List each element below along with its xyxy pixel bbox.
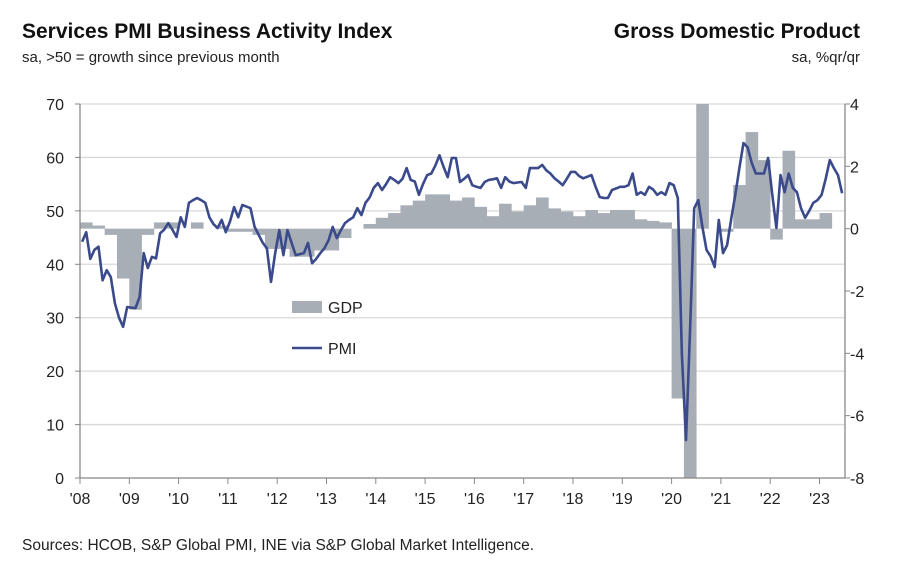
gdp-bar bbox=[153, 222, 167, 229]
x-axis-tick-label: '22 bbox=[760, 491, 781, 508]
right-chart-title: Gross Domestic Product bbox=[613, 20, 860, 43]
gdp-bar bbox=[190, 222, 204, 229]
x-axis-tick-label: '15 bbox=[415, 491, 436, 508]
right-axis-tick-label: -4 bbox=[850, 346, 864, 363]
x-axis-tick-label: '13 bbox=[316, 491, 337, 508]
gdp-bar bbox=[573, 216, 586, 229]
pmi-line bbox=[80, 141, 844, 442]
gdp-bar bbox=[80, 222, 93, 229]
left-chart-subtitle: sa, >50 = growth since previous month bbox=[22, 49, 280, 66]
gdp-bar bbox=[819, 213, 833, 229]
x-axis-tick-label: '08 bbox=[70, 491, 91, 508]
x-axis-tick-label: '17 bbox=[513, 491, 534, 508]
gdp-bar bbox=[92, 225, 105, 229]
gdp-bar bbox=[227, 228, 241, 232]
gdp-bar bbox=[264, 228, 278, 249]
gdp-bar bbox=[523, 205, 537, 229]
gdp-bar bbox=[425, 194, 438, 229]
gdp-bar bbox=[609, 209, 623, 229]
x-axis-tick-label: '11 bbox=[218, 491, 238, 508]
gdp-bar bbox=[659, 222, 672, 229]
gdp-bar bbox=[449, 200, 463, 229]
right-axis-tick-label: 0 bbox=[850, 222, 859, 239]
gdp-bar bbox=[474, 206, 488, 229]
gdp-bar bbox=[696, 104, 709, 229]
x-axis-tick-label: '23 bbox=[809, 491, 830, 508]
x-axis-tick-label: '10 bbox=[168, 491, 189, 508]
gdp-bar bbox=[116, 228, 130, 279]
gdp-bar bbox=[646, 220, 660, 229]
gdp-bar bbox=[720, 228, 734, 232]
gdp-bar bbox=[462, 197, 475, 229]
left-axis-tick-label: 40 bbox=[46, 257, 64, 274]
legend-gdp-swatch bbox=[292, 301, 322, 313]
gdp-bar bbox=[585, 209, 598, 229]
left-axis-tick-label: 20 bbox=[46, 364, 64, 381]
gdp-bar bbox=[782, 150, 796, 229]
left-axis-tick-label: 60 bbox=[46, 150, 64, 167]
gdp-bar bbox=[104, 228, 118, 235]
gdp-bar bbox=[375, 217, 389, 229]
gdp-bar bbox=[770, 228, 783, 240]
gdp-bar bbox=[536, 197, 549, 229]
x-axis-tick-label: '20 bbox=[661, 491, 682, 508]
source-note: Sources: HCOB, S&P Global PMI, INE via S… bbox=[22, 537, 535, 554]
x-axis-tick-label: '19 bbox=[612, 491, 633, 508]
gdp-bar bbox=[400, 205, 414, 229]
gdp-bar bbox=[141, 228, 155, 235]
right-axis-tick-label: -2 bbox=[850, 284, 864, 301]
left-chart-title: Services PMI Business Activity Index bbox=[22, 20, 393, 43]
right-axis-tick-label: 2 bbox=[850, 159, 859, 176]
gdp-bar bbox=[338, 228, 352, 239]
gdp-bar bbox=[129, 228, 142, 310]
right-chart-subtitle: sa, %qr/qr bbox=[791, 49, 860, 66]
gdp-bar bbox=[252, 228, 266, 235]
gdp-bar bbox=[634, 219, 648, 229]
gdp-bar bbox=[622, 209, 635, 229]
x-axis-tick-label: '14 bbox=[365, 491, 386, 508]
left-axis-tick-label: 50 bbox=[46, 204, 64, 221]
gdp-bar bbox=[240, 228, 253, 232]
gdp-bar bbox=[363, 223, 377, 229]
gdp-bar bbox=[511, 211, 524, 229]
legend-pmi-label: PMI bbox=[328, 341, 356, 358]
left-axis-tick-label: 30 bbox=[46, 311, 64, 328]
right-axis-tick-label: 4 bbox=[850, 97, 859, 114]
x-axis-tick-label: '21 bbox=[710, 491, 731, 508]
gdp-bar bbox=[215, 225, 229, 229]
left-axis-tick-label: 0 bbox=[55, 471, 64, 488]
gdp-bar bbox=[794, 219, 808, 229]
gdp-bar bbox=[560, 211, 574, 229]
gdp-bar bbox=[166, 222, 179, 229]
x-axis-tick-label: '18 bbox=[563, 491, 584, 508]
left-axis-tick-label: 10 bbox=[46, 418, 64, 435]
gdp-bar bbox=[807, 219, 820, 229]
gdp-bar bbox=[486, 216, 500, 229]
gdp-bar bbox=[499, 203, 512, 229]
left-axis-tick-label: 70 bbox=[46, 97, 64, 114]
gdp-bar bbox=[437, 194, 451, 229]
x-axis-tick-label: '09 bbox=[119, 491, 140, 508]
gdp-bar bbox=[388, 213, 401, 229]
right-axis-tick-label: -8 bbox=[850, 471, 864, 488]
gdp-bar bbox=[597, 213, 611, 229]
right-axis-tick-label: -6 bbox=[850, 409, 864, 426]
x-axis-tick-label: '16 bbox=[464, 491, 485, 508]
gdp-bar bbox=[548, 208, 561, 229]
legend-gdp-label: GDP bbox=[328, 300, 363, 317]
gdp-bar bbox=[757, 160, 771, 229]
gdp-bar bbox=[412, 200, 426, 229]
x-axis-tick-label: '12 bbox=[267, 491, 288, 508]
gdp-bar bbox=[314, 228, 327, 251]
